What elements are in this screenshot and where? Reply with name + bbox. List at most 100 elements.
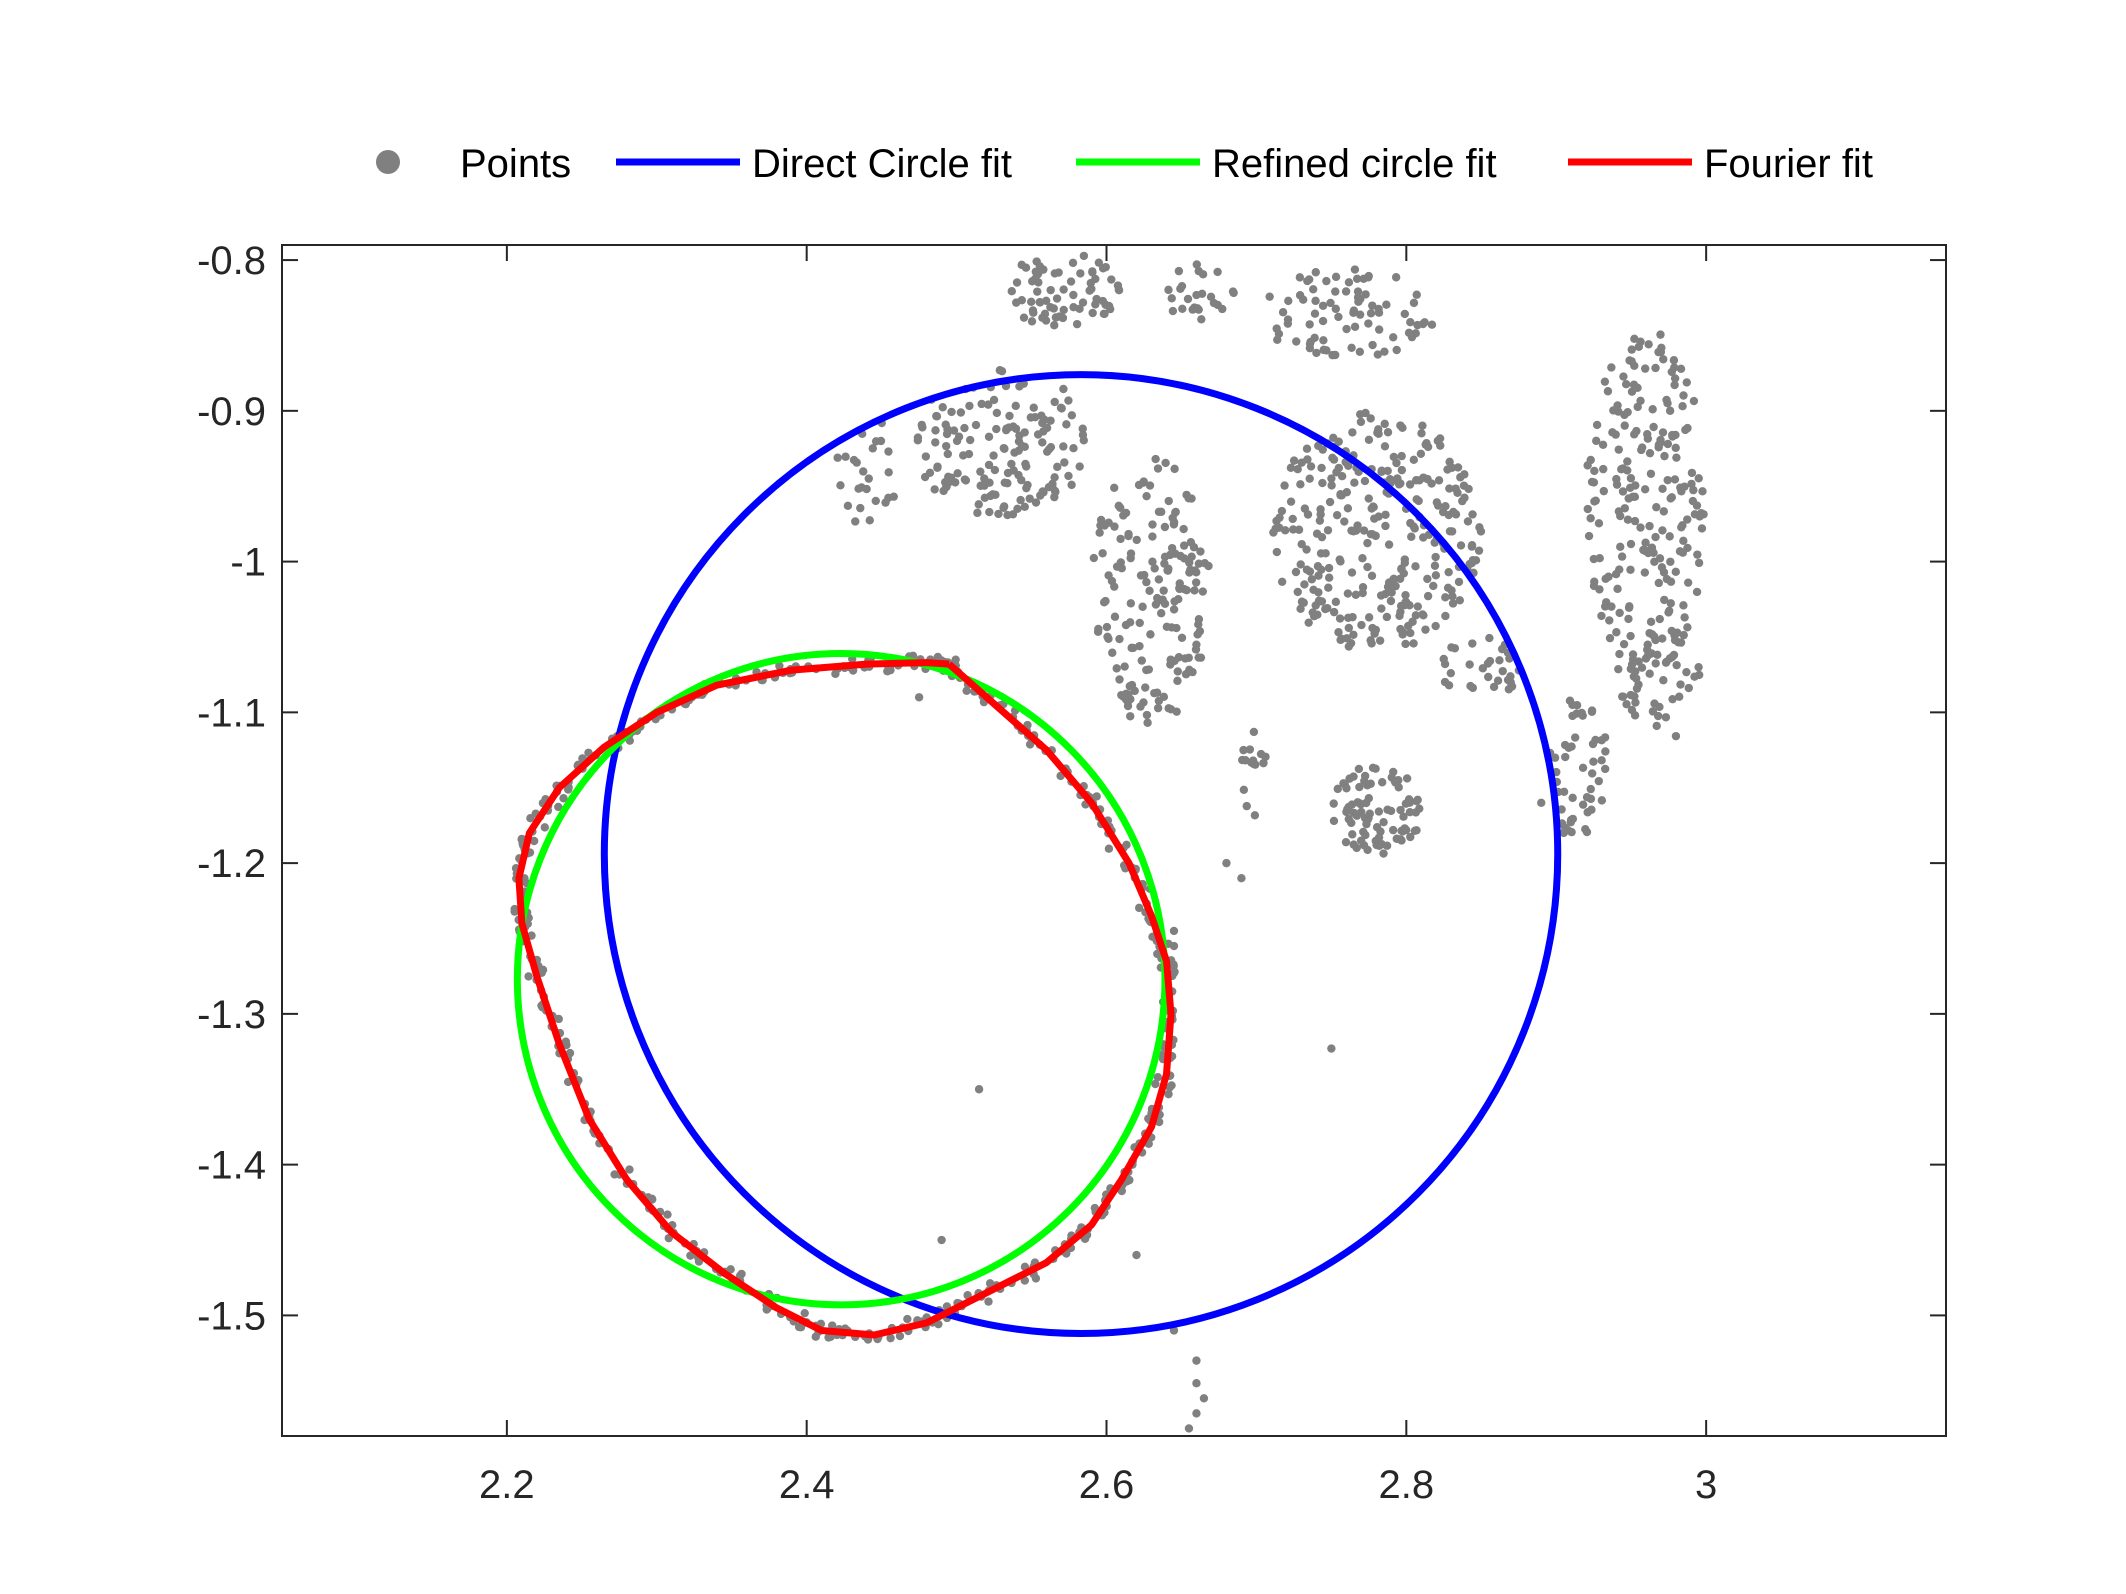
data-point	[1141, 683, 1150, 692]
data-point	[559, 794, 568, 803]
data-point	[1694, 474, 1703, 483]
data-point	[1288, 525, 1298, 534]
data-point	[610, 1170, 619, 1179]
data-point	[1382, 612, 1392, 622]
legend-label-points: Points	[460, 142, 571, 186]
data-point	[1561, 752, 1570, 762]
data-point	[1169, 941, 1179, 951]
data-point	[1000, 478, 1009, 487]
data-point	[1489, 682, 1499, 692]
data-point	[1012, 278, 1022, 287]
data-point	[1363, 845, 1372, 855]
data-point	[1326, 298, 1335, 308]
data-point	[1590, 466, 1599, 476]
data-point	[1449, 507, 1458, 517]
data-point	[1094, 624, 1103, 634]
data-point	[1448, 599, 1458, 608]
data-point	[1597, 796, 1607, 805]
data-point	[1440, 659, 1450, 669]
data-point	[1092, 294, 1101, 304]
data-point	[1389, 452, 1399, 462]
data-point	[1184, 1424, 1194, 1433]
data-point	[1586, 784, 1595, 794]
data-point	[1064, 471, 1073, 481]
data-point	[1016, 495, 1025, 505]
data-point	[1351, 590, 1361, 600]
data-point	[1291, 567, 1301, 577]
data-point	[1680, 613, 1689, 622]
data-point	[1139, 698, 1148, 707]
data-point	[1172, 707, 1181, 716]
data-point	[1698, 487, 1707, 496]
data-point	[1370, 629, 1379, 638]
data-point	[1419, 611, 1428, 620]
data-point	[1383, 466, 1392, 476]
data-point	[857, 483, 866, 492]
data-point	[1347, 818, 1356, 828]
data-point	[1151, 1079, 1160, 1089]
data-point	[876, 436, 886, 446]
data-point	[1429, 581, 1438, 591]
data-point	[1341, 837, 1351, 847]
data-point	[1583, 461, 1592, 470]
data-point	[1416, 449, 1426, 459]
data-point	[1384, 540, 1394, 549]
data-point	[1406, 832, 1415, 842]
data-point	[1059, 384, 1068, 394]
data-point	[1349, 840, 1358, 849]
data-point	[1193, 304, 1202, 313]
data-point	[1245, 745, 1255, 754]
data-point	[1172, 623, 1181, 633]
fit-lines-layer	[513, 371, 1562, 1339]
data-point	[1011, 401, 1020, 411]
data-point	[974, 1085, 984, 1094]
data-point	[1396, 601, 1406, 611]
data-point	[1182, 585, 1191, 595]
data-point	[1605, 633, 1615, 643]
data-point	[1352, 274, 1362, 283]
data-point	[1292, 337, 1301, 346]
data-point	[1431, 621, 1440, 631]
data-point	[1620, 504, 1630, 513]
data-point	[1659, 676, 1668, 685]
data-point	[1010, 448, 1019, 457]
data-point	[1239, 785, 1249, 795]
data-point	[1445, 527, 1455, 536]
data-point	[1331, 597, 1341, 607]
x-tick-label: 2.4	[779, 1463, 835, 1507]
data-point	[1409, 455, 1419, 465]
x-tick-label: 2.2	[479, 1463, 535, 1507]
data-point	[865, 516, 874, 525]
data-point	[1158, 595, 1167, 604]
data-point	[1355, 347, 1365, 356]
data-point	[1317, 532, 1327, 542]
data-point	[932, 412, 942, 421]
data-point	[1379, 818, 1388, 827]
data-point	[1357, 620, 1366, 630]
data-point	[1350, 478, 1359, 487]
data-point	[1132, 1250, 1141, 1260]
data-point	[1324, 583, 1333, 592]
data-point	[1050, 321, 1059, 330]
data-point	[1597, 736, 1606, 745]
data-point	[959, 451, 968, 460]
data-point	[1393, 474, 1402, 483]
data-point	[1373, 428, 1382, 437]
data-point	[1145, 481, 1155, 490]
data-point	[1341, 287, 1351, 296]
data-point	[1213, 300, 1222, 310]
data-point	[1175, 579, 1184, 588]
data-point	[1688, 496, 1698, 506]
data-point	[1137, 656, 1146, 665]
data-point	[1643, 640, 1652, 649]
data-point	[1411, 562, 1420, 571]
data-point	[1672, 453, 1681, 462]
data-point	[973, 508, 982, 518]
data-point	[1649, 548, 1658, 558]
data-point	[1587, 769, 1597, 778]
data-point	[1343, 504, 1353, 513]
data-point	[1017, 260, 1026, 270]
data-point	[1582, 827, 1592, 837]
data-point	[1387, 773, 1396, 782]
data-point	[1413, 602, 1423, 611]
